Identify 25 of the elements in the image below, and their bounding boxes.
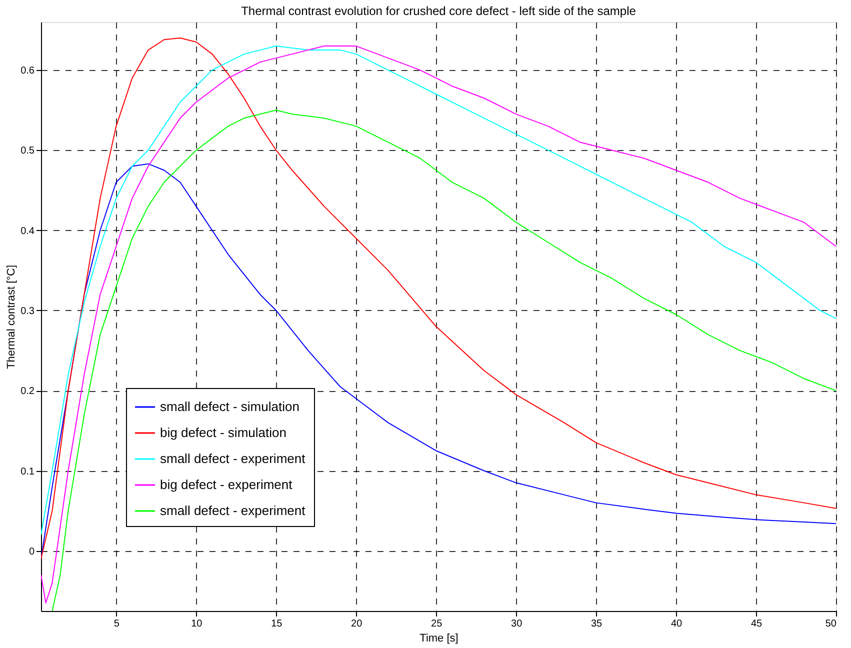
x-tick-label: 5 — [114, 618, 120, 630]
y-tick-label: 0.4 — [20, 226, 35, 237]
y-tick-label: 0.6 — [20, 66, 35, 77]
y-tick-label: 0.3 — [20, 306, 35, 317]
y-tick-label: 0 — [28, 546, 35, 558]
x-axis-title: Time [s] — [420, 632, 458, 644]
x-tick-label: 45 — [750, 618, 763, 630]
y-axis-title: Thermal contrast [°C] — [6, 264, 18, 370]
y-tick-label: 0.2 — [20, 386, 35, 398]
legend-label: big defect - simulation — [160, 425, 286, 440]
legend-label: small defect - experiment — [160, 503, 306, 518]
legend-label: big defect - experiment — [160, 477, 293, 492]
y-tick-label: 0.5 — [20, 146, 35, 157]
x-tick-label: 35 — [591, 618, 603, 630]
x-tick-label: 30 — [511, 618, 523, 630]
legend-label: small defect - experiment — [160, 451, 306, 466]
x-tick-label: 20 — [351, 618, 363, 630]
chart-title: Thermal contrast evolution for crushed core defect - left side of the sample — [241, 4, 636, 18]
x-tick-label: 15 — [271, 618, 283, 630]
x-tick-label: 25 — [431, 618, 443, 630]
y-tick-label: 0.1 — [20, 466, 35, 478]
legend-label: small defect - simulation — [160, 399, 300, 414]
x-tick-label: 50 — [825, 618, 837, 630]
x-tick-label: 40 — [670, 618, 683, 630]
x-tick-label: 10 — [191, 618, 203, 630]
